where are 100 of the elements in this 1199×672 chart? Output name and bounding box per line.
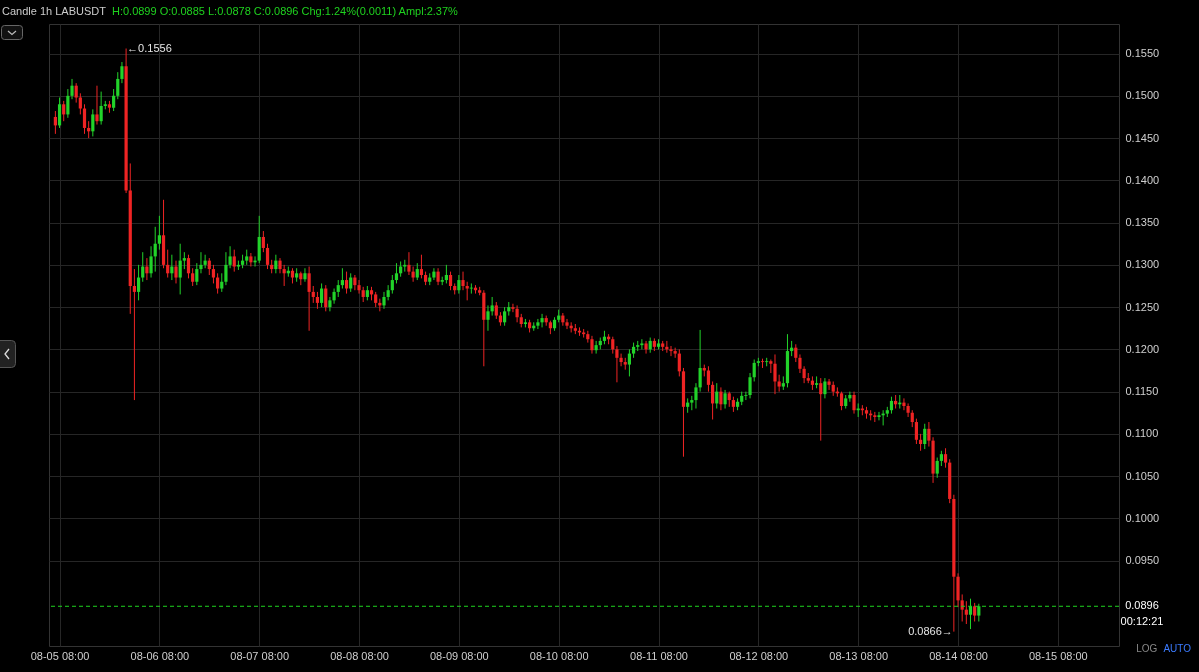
candlestick [149, 245, 153, 279]
candlestick [74, 82, 78, 104]
candlestick [344, 271, 349, 295]
y-tick-label: 0.1200 [1125, 342, 1160, 355]
y-tick-label: 0.1550 [1125, 47, 1160, 60]
candlestick [220, 272, 224, 293]
candlestick [935, 457, 939, 479]
x-tick-label: 08-05 08:00 [30, 649, 90, 662]
candlestick [669, 345, 673, 357]
candlestick [615, 345, 619, 383]
candlestick [752, 359, 756, 382]
candlestick [216, 272, 220, 295]
candlestick [349, 272, 353, 293]
candlestick [457, 274, 461, 295]
candlestick [852, 391, 856, 415]
candlestick [444, 264, 448, 284]
candlestick [141, 251, 145, 283]
text: AUTO [1163, 643, 1191, 654]
x-tick-label: 08-10 08:00 [529, 649, 589, 662]
candlestick [382, 291, 386, 310]
candlestick [112, 88, 116, 112]
candlestick [469, 282, 473, 295]
candlestick [390, 274, 394, 295]
x-tick-label: 08-14 08:00 [929, 649, 988, 662]
x-tick-label: 08-09 08:00 [430, 649, 489, 662]
x-tick-label: 08-11 08:00 [630, 649, 688, 662]
annotation: ←0.1556 [127, 41, 172, 54]
candlestick [839, 391, 844, 411]
candlestick [723, 389, 727, 410]
candlestick [627, 348, 632, 377]
candlestick [174, 260, 178, 284]
candlestick [432, 267, 436, 281]
ref-line-label: 0.0896 [1125, 599, 1159, 612]
y-tick-label: 0.1450 [1125, 131, 1160, 144]
candlestick [748, 372, 752, 399]
y-tick-label: 0.1000 [1125, 511, 1160, 524]
candlestick [536, 318, 540, 330]
candlestick [257, 215, 261, 264]
candlestick [461, 271, 465, 291]
candlestick [232, 249, 236, 273]
candlestick [419, 254, 424, 279]
candlestick [78, 92, 82, 115]
candlestick [906, 402, 910, 418]
candlestick [773, 353, 777, 395]
text: 00:12:21 [1120, 615, 1164, 628]
candlestick [644, 340, 648, 355]
candlestick [960, 593, 964, 622]
candlestick [943, 447, 948, 469]
candlestick [411, 266, 415, 283]
candlestick [340, 267, 344, 290]
candlestick [465, 281, 469, 301]
candlestick [99, 91, 103, 126]
candlestick [540, 313, 544, 328]
text: LOG [1136, 643, 1158, 654]
candlestick [278, 257, 282, 274]
candlestick [116, 71, 120, 100]
candlestick [357, 279, 361, 295]
y-tick-label: 0.1050 [1125, 469, 1160, 482]
candlestick [706, 365, 711, 393]
candlestick [57, 97, 62, 129]
candlestick [877, 411, 881, 421]
candlestick [211, 264, 216, 284]
candlestick [711, 380, 715, 421]
x-tick-label: 08-08 08:00 [330, 649, 389, 662]
x-tick-label: 08-12 08:00 [729, 649, 789, 662]
candlestick [265, 243, 270, 270]
candlestick [394, 262, 399, 284]
candlestick [827, 378, 831, 391]
candlestick [62, 100, 66, 122]
y-tick-label: 0.1300 [1125, 258, 1160, 271]
candlestick [120, 61, 124, 84]
candlestick [964, 600, 968, 625]
y-tick-label: 0.1350 [1125, 216, 1160, 229]
candlestick [199, 251, 203, 274]
candlestick [249, 252, 253, 268]
candlestick [490, 296, 494, 317]
candlestick [186, 254, 191, 279]
candlestick [719, 386, 723, 411]
candlestick [914, 418, 919, 445]
chart-subtitle: H:0.0899 O:0.0885 L:0.0878 C:0.0896 Chg:1.24%(0.0011) Ampl:2.37% [111, 5, 458, 17]
candlestick [973, 602, 977, 622]
candlestick [132, 268, 137, 401]
x-tick-label: 08-15 08:00 [1028, 649, 1088, 662]
candlestick [178, 243, 182, 295]
candlestick [303, 267, 307, 283]
candlestick [819, 377, 823, 442]
candlestick [503, 306, 507, 327]
y-tick-label: 0.1100 [1125, 427, 1159, 440]
candlestick [95, 85, 99, 126]
candlestick [324, 284, 328, 312]
y-tick-label: 0.1150 [1125, 385, 1159, 398]
y-tick-label: 0.0950 [1125, 554, 1160, 567]
candlestick [195, 262, 199, 286]
y-tick-label: 0.1500 [1125, 89, 1160, 102]
y-tick-label: 0.1400 [1125, 173, 1160, 186]
y-tick-label: 0.1250 [1125, 300, 1160, 313]
candlestick [640, 338, 644, 350]
candlestick [82, 103, 87, 135]
candlestick [448, 271, 453, 291]
candlestick [320, 282, 324, 308]
